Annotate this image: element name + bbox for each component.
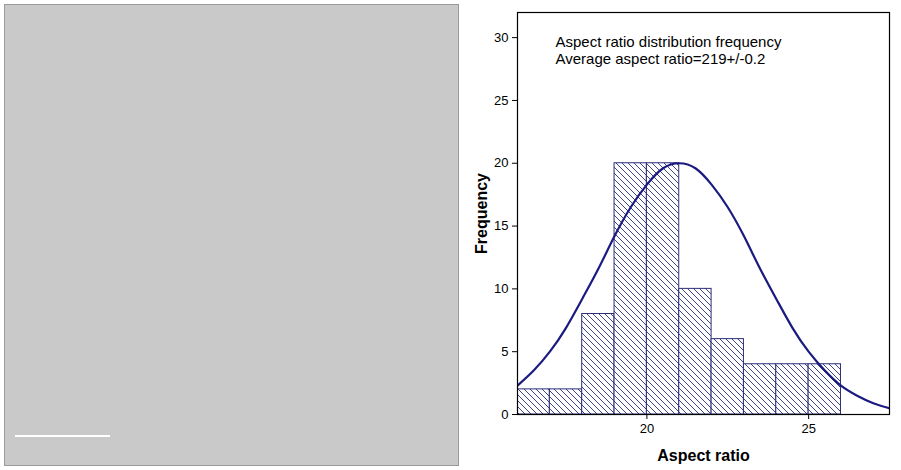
svg-text:Frequency: Frequency <box>473 173 490 254</box>
svg-text:Aspect ratio: Aspect ratio <box>657 447 750 464</box>
svg-text:0: 0 <box>501 407 508 422</box>
svg-text:25: 25 <box>801 421 815 436</box>
svg-text:Aspect ratio distribution freq: Aspect ratio distribution frequencyAvera… <box>556 33 782 67</box>
svg-text:25: 25 <box>494 93 508 108</box>
svg-text:20: 20 <box>494 155 508 170</box>
svg-text:5: 5 <box>501 344 508 359</box>
svg-text:10: 10 <box>494 281 508 296</box>
svg-text:15: 15 <box>494 218 508 233</box>
svg-text:20: 20 <box>640 421 654 436</box>
svg-text:30: 30 <box>494 30 508 45</box>
